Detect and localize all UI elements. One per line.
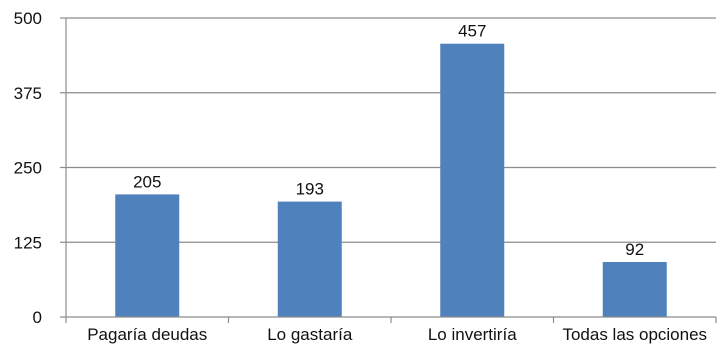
- y-tick-label: 125: [14, 233, 42, 252]
- data-label: 457: [458, 22, 486, 41]
- y-tick-label: 500: [14, 9, 42, 28]
- gridlines: [66, 17, 716, 243]
- bar: [602, 261, 667, 317]
- x-tick-label: Pagaría deudas: [87, 325, 207, 344]
- bar: [277, 201, 342, 317]
- bar: [440, 43, 505, 318]
- y-tick-label: 250: [14, 159, 42, 178]
- bar: [115, 194, 180, 317]
- y-tick-label: 375: [14, 84, 42, 103]
- bars: [115, 43, 667, 318]
- labels: 0 125 250 375 500 205 Pagaría deudas 193 Lo gast…: [14, 9, 707, 344]
- x-tick-label: Lo gastaría: [267, 325, 353, 344]
- x-tick-label: Todas las opciones: [562, 325, 707, 344]
- data-label: 193: [296, 180, 324, 199]
- x-tick-label: Lo invertiría: [428, 325, 517, 344]
- axes: [60, 17, 717, 323]
- data-label: 92: [625, 240, 644, 259]
- y-tick-label: 0: [33, 308, 42, 327]
- data-label: 205: [133, 172, 161, 191]
